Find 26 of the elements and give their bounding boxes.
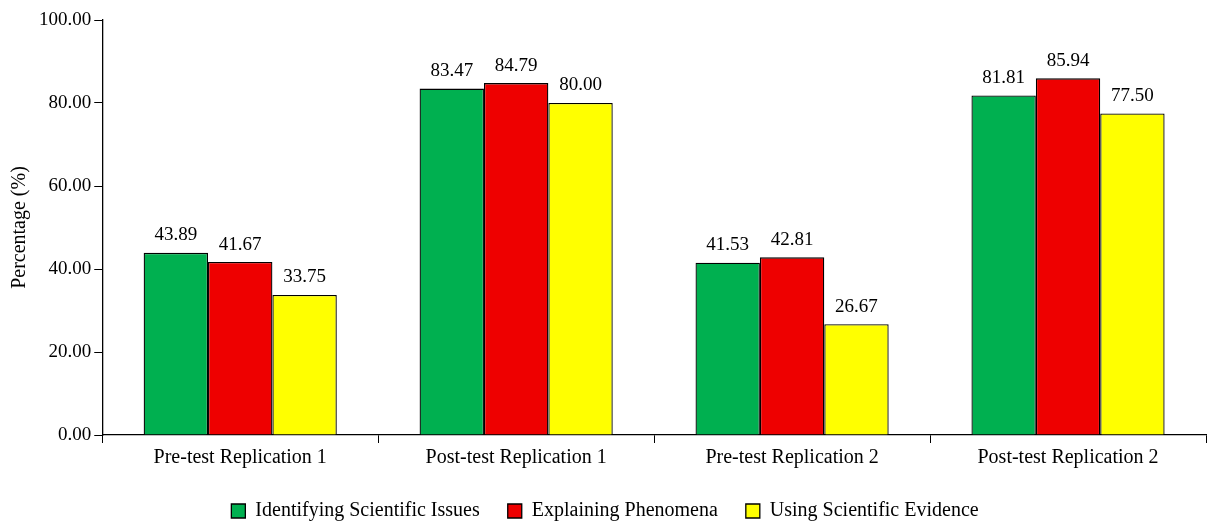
y-tick-label: 20.00 — [48, 339, 92, 361]
legend-label: Using Scientific Evidence — [769, 498, 979, 522]
data-label: 41.53 — [706, 233, 750, 255]
y-tick-label: 60.00 — [48, 173, 92, 195]
data-label: 83.47 — [430, 59, 474, 81]
data-label: 42.81 — [770, 227, 814, 249]
x-tick-label: Post-test Replication 2 — [977, 445, 1159, 469]
data-label: 43.89 — [154, 223, 198, 245]
data-label: 41.67 — [218, 232, 262, 254]
legend-label: Explaining Phenomena — [531, 498, 718, 522]
data-label: 85.94 — [1046, 48, 1090, 70]
data-label: 77.50 — [1111, 83, 1154, 105]
data-label: 26.67 — [835, 294, 878, 316]
y-tick-label: 100.00 — [39, 7, 92, 29]
x-tick-label: Post-test Replication 1 — [425, 445, 607, 469]
data-label: 81.81 — [982, 65, 1026, 87]
data-label: 84.79 — [494, 53, 538, 75]
x-tick-label: Pre-test Replication 1 — [153, 445, 327, 469]
data-label: 33.75 — [283, 265, 326, 287]
y-tick-label: 40.00 — [48, 256, 92, 278]
y-tick-label: 80.00 — [48, 90, 92, 112]
y-tick-label: 0.00 — [58, 422, 92, 444]
y-axis-title: Percentage (%) — [7, 166, 31, 289]
x-tick-label: Pre-test Replication 2 — [705, 445, 879, 469]
legend-label: Identifying Scientific Issues — [255, 498, 480, 522]
data-label: 80.00 — [559, 73, 602, 95]
